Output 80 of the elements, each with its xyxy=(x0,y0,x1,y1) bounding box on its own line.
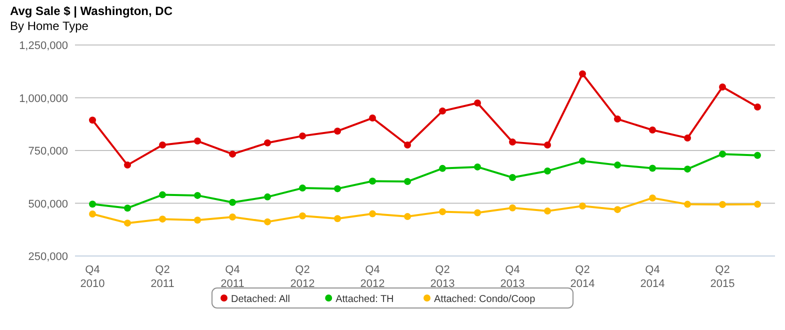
point xyxy=(229,150,236,158)
point xyxy=(684,166,691,173)
legend-label: Attached: TH xyxy=(336,294,394,305)
point xyxy=(754,200,761,208)
y-tick-label: 1,000,000 xyxy=(19,92,68,105)
point xyxy=(544,208,551,215)
point xyxy=(719,83,726,90)
point xyxy=(579,70,586,78)
point xyxy=(754,104,761,111)
point xyxy=(229,213,236,220)
point xyxy=(579,158,586,165)
point xyxy=(159,216,166,223)
point xyxy=(369,210,376,218)
point xyxy=(719,150,726,158)
x-tick-label: Q4 2012 xyxy=(360,264,385,290)
point xyxy=(89,116,96,124)
legend-label: Detached: All xyxy=(231,294,290,305)
point xyxy=(649,126,656,134)
x-tick-label: Q2 2012 xyxy=(290,264,315,290)
point xyxy=(649,164,656,172)
point xyxy=(474,163,481,170)
x-tick-label: Q4 2011 xyxy=(220,264,244,290)
point xyxy=(404,142,411,149)
y-tick-label: 250,000 xyxy=(28,251,68,263)
x-tick-label: Q2 2015 xyxy=(710,264,735,290)
x-tick-label: Q4 2013 xyxy=(500,264,525,290)
point xyxy=(194,192,201,199)
y-tick-label: 500,000 xyxy=(28,198,68,210)
point xyxy=(614,116,621,123)
point xyxy=(474,209,481,216)
point xyxy=(124,220,131,227)
point xyxy=(544,142,551,149)
point xyxy=(754,152,761,159)
y-tick-label: 750,000 xyxy=(28,146,68,158)
point xyxy=(369,114,376,122)
point xyxy=(614,162,621,169)
point xyxy=(579,202,586,210)
point xyxy=(159,142,166,149)
point xyxy=(124,162,131,169)
point xyxy=(89,210,96,218)
x-tick-label: Q4 2010 xyxy=(80,264,105,290)
point xyxy=(439,208,446,216)
point xyxy=(159,191,166,198)
point xyxy=(229,198,236,206)
point xyxy=(369,178,376,185)
point xyxy=(89,200,96,208)
point xyxy=(404,213,411,220)
point xyxy=(194,138,201,145)
legend-label: Attached: Condo/Coop xyxy=(434,294,536,305)
point xyxy=(684,200,691,208)
point xyxy=(264,139,271,146)
point xyxy=(719,201,726,208)
point xyxy=(509,204,516,212)
point xyxy=(404,178,411,186)
point xyxy=(544,167,551,174)
point xyxy=(684,134,691,142)
point xyxy=(439,164,446,172)
point xyxy=(299,212,306,220)
x-tick-label: Q2 2014 xyxy=(570,264,595,290)
point xyxy=(439,108,446,115)
point xyxy=(264,193,271,200)
point xyxy=(299,132,306,140)
chart-subtitle: By Home Type xyxy=(10,19,89,33)
point xyxy=(509,174,516,182)
x-tick-label: Q2 2011 xyxy=(150,264,174,290)
point xyxy=(649,194,656,202)
point xyxy=(334,128,341,135)
point xyxy=(124,204,131,212)
point xyxy=(194,216,201,224)
point xyxy=(264,218,271,226)
point xyxy=(299,184,306,192)
point xyxy=(474,100,481,107)
point xyxy=(334,215,341,222)
x-tick-label: Q4 2014 xyxy=(640,264,665,290)
point xyxy=(614,206,621,214)
point xyxy=(334,185,341,192)
chart-title: Avg Sale $ | Washington, DC xyxy=(10,4,173,18)
x-tick-label: Q2 2013 xyxy=(430,264,455,290)
y-tick-label: 1,250,000 xyxy=(19,40,68,52)
point xyxy=(509,138,516,146)
